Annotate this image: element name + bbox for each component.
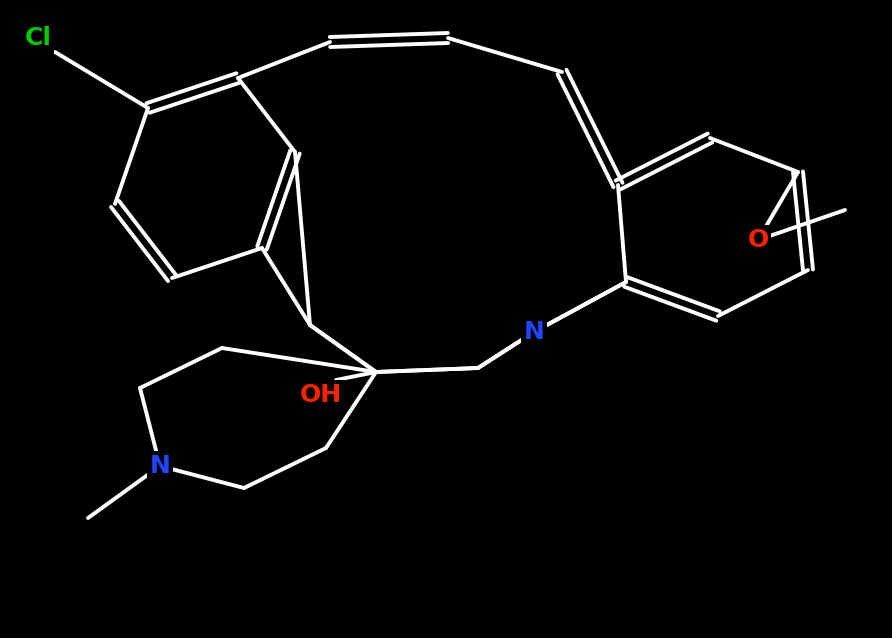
- Text: N: N: [150, 454, 170, 478]
- Text: Cl: Cl: [24, 26, 52, 50]
- Text: N: N: [524, 320, 544, 344]
- Text: OH: OH: [300, 383, 342, 407]
- Text: O: O: [747, 228, 769, 252]
